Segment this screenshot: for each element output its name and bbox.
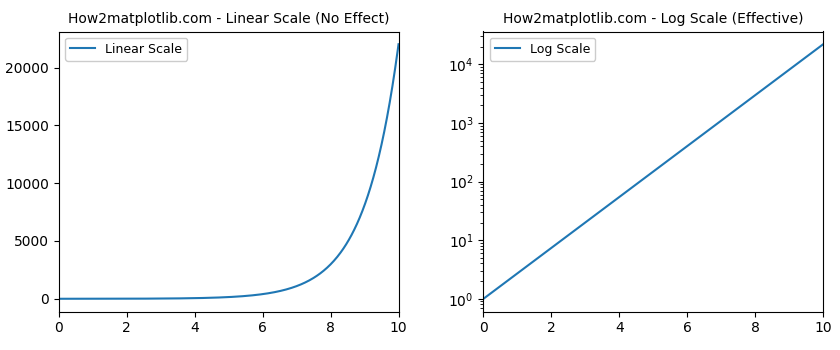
Linear Scale xyxy=(238,294,248,298)
Legend: Log Scale: Log Scale xyxy=(490,38,595,61)
Log Scale xyxy=(680,145,690,149)
Title: How2matplotlib.com - Log Scale (Effective): How2matplotlib.com - Log Scale (Effectiv… xyxy=(503,12,804,26)
Log Scale xyxy=(479,297,489,301)
Line: Linear Scale: Linear Scale xyxy=(59,44,398,299)
Log Scale xyxy=(662,159,672,163)
Legend: Linear Scale: Linear Scale xyxy=(65,38,187,61)
Linear Scale xyxy=(386,97,396,101)
Log Scale xyxy=(810,48,820,52)
Log Scale xyxy=(757,88,767,92)
Log Scale xyxy=(818,42,828,46)
Linear Scale xyxy=(215,295,225,300)
Log Scale xyxy=(642,174,652,179)
Linear Scale xyxy=(393,42,403,46)
Linear Scale xyxy=(218,295,228,300)
Line: Log Scale: Log Scale xyxy=(484,44,823,299)
Linear Scale xyxy=(256,292,266,296)
Linear Scale xyxy=(54,297,64,301)
Linear Scale xyxy=(332,255,342,259)
Log Scale xyxy=(640,176,650,180)
Title: How2matplotlib.com - Linear Scale (No Effect): How2matplotlib.com - Linear Scale (No Ef… xyxy=(68,12,390,26)
